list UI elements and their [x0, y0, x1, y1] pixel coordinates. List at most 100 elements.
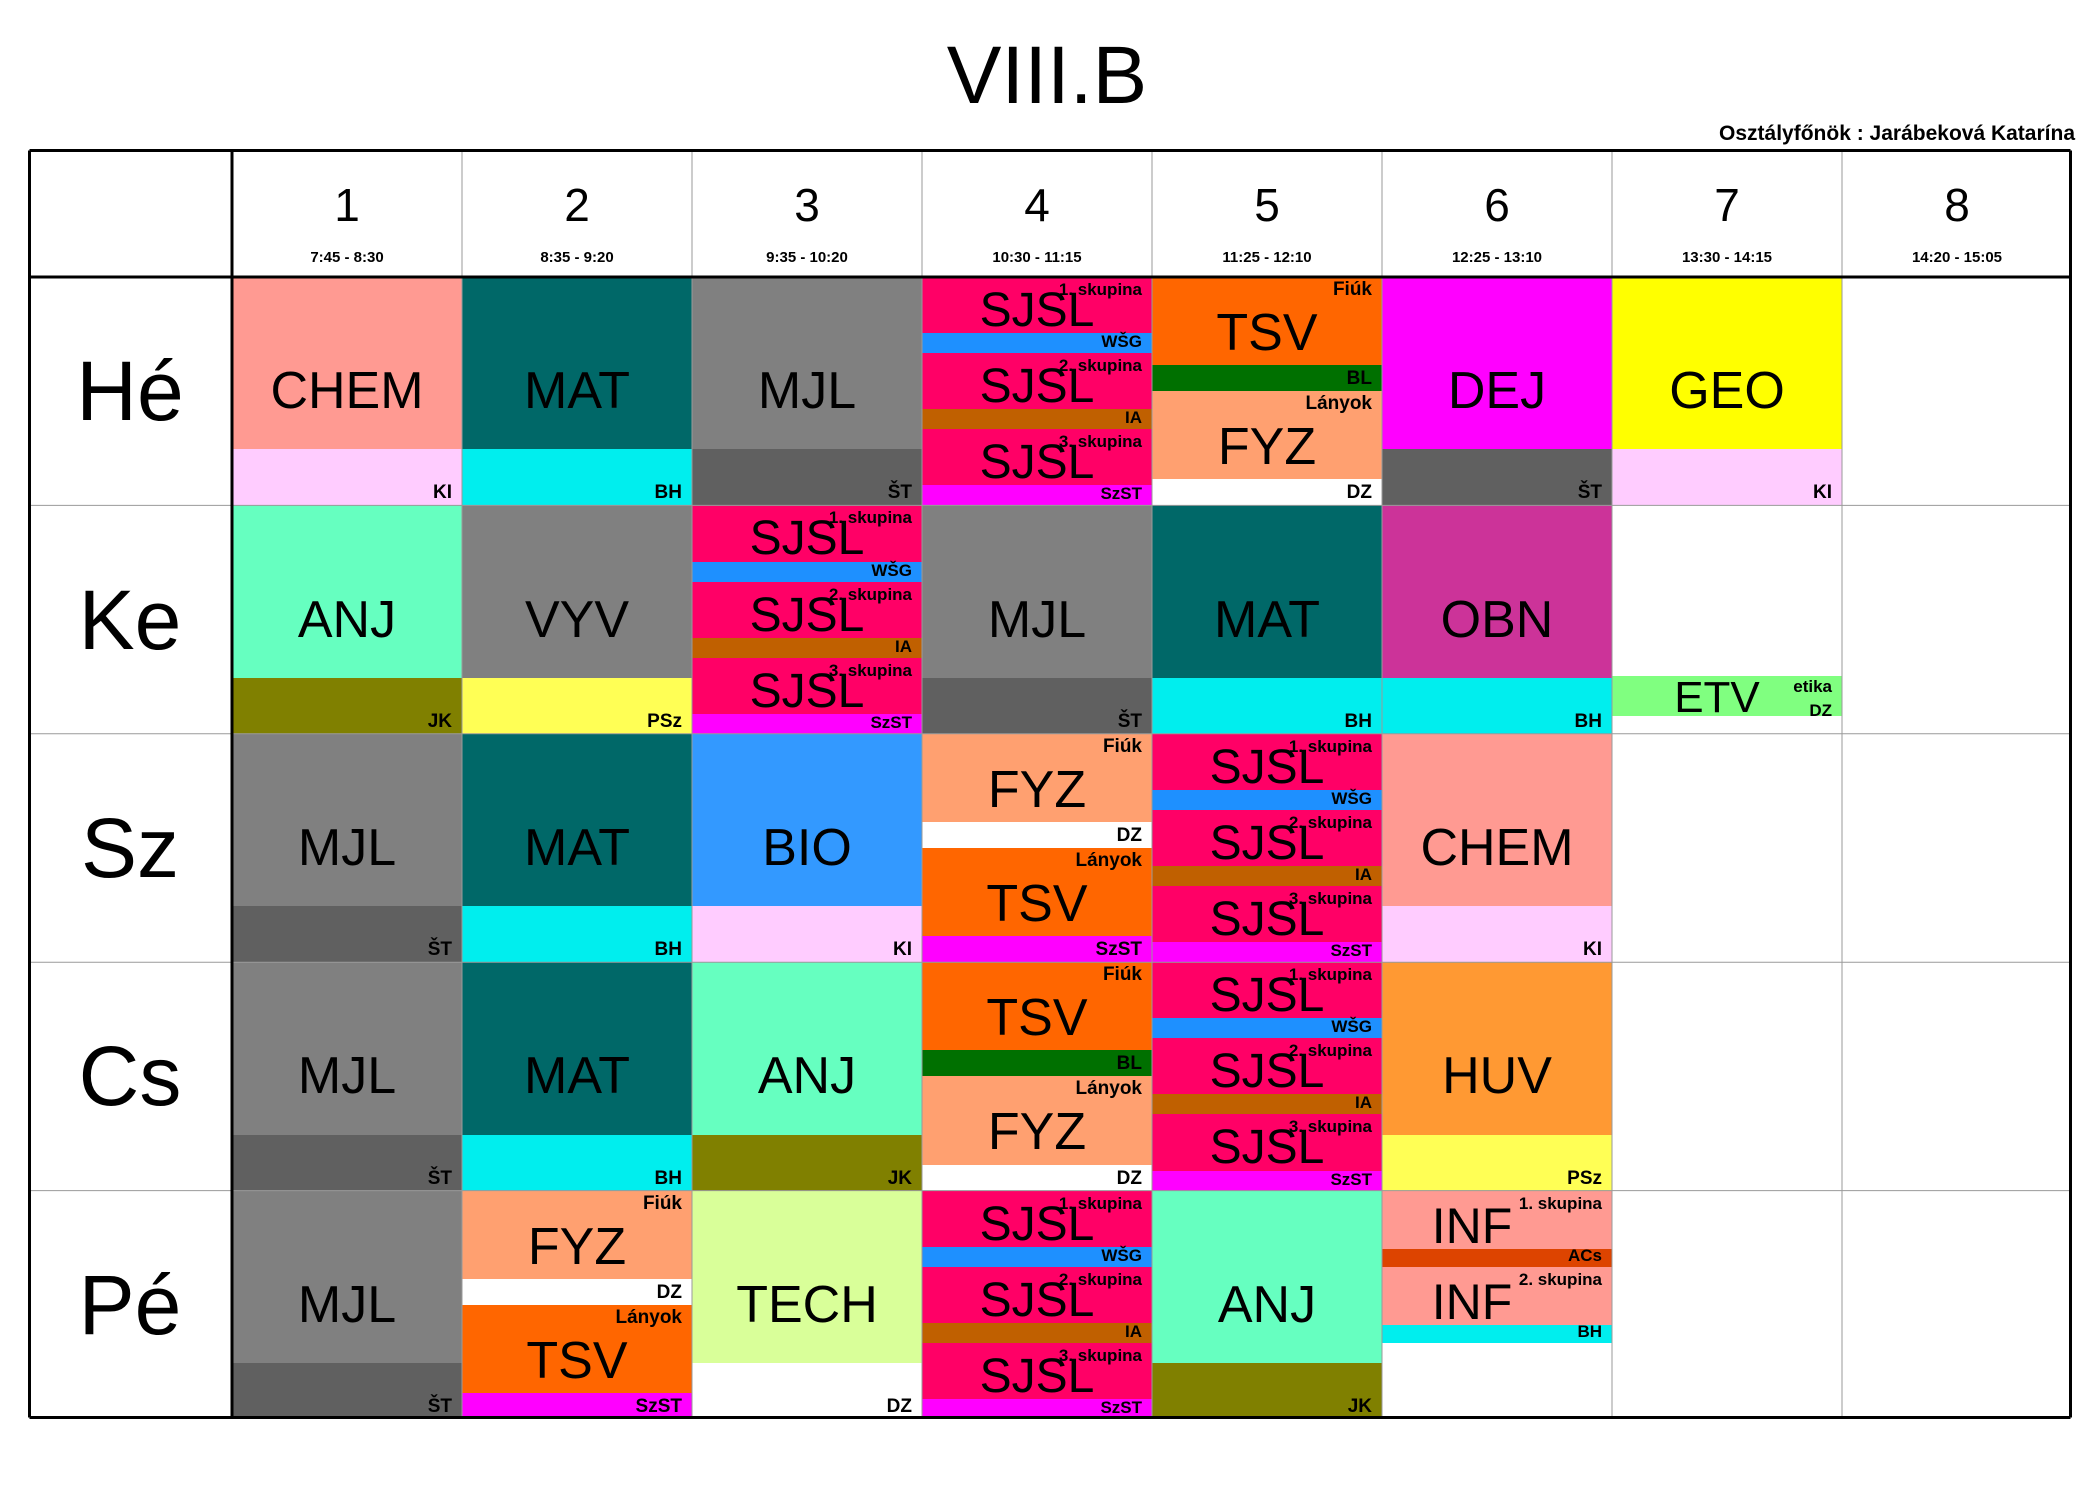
subject-name: FYZ: [987, 760, 1087, 819]
split-body: [462, 1190, 692, 1279]
subject-name: SJSL: [979, 284, 1095, 337]
lesson-cell: MAT BH: [462, 277, 692, 506]
lesson-cell: ANJ JK: [692, 962, 922, 1191]
timetable-grid: 1 7:45 - 8:30 2 8:35 - 9:20 3 9:35 - 10:20 4 10…: [28, 149, 2072, 1419]
group-label: 1. skupina: [1288, 736, 1372, 756]
teacher-code: ŠT: [427, 1167, 452, 1189]
group-bar: [922, 409, 1152, 430]
hour-time: 9:35 - 10:20: [766, 249, 848, 266]
hour-number: 1: [334, 179, 360, 231]
subject-name: SJSL: [749, 588, 865, 642]
subject-name: TECH: [736, 1275, 878, 1334]
group-label: Lányok: [615, 1306, 682, 1328]
subject-name: MAT: [524, 818, 630, 877]
teacher-code: BH: [1574, 710, 1602, 732]
subject-name: SJSL: [1209, 969, 1325, 1023]
group-label: 3. skupina: [1288, 889, 1372, 909]
group-block: SJSL 2. skupina IA: [1152, 809, 1382, 887]
group-label: 3. skupina: [828, 660, 912, 680]
subject-name: GEO: [1669, 362, 1785, 421]
hour-number: 4: [1024, 179, 1050, 231]
teacher-bar: [692, 906, 922, 963]
group-bar: [1152, 942, 1382, 963]
teacher-code: IA: [1355, 1093, 1372, 1113]
subject-name: INF: [1431, 1273, 1513, 1330]
teacher-code: WŠG: [1331, 1017, 1372, 1037]
hour-time: 8:35 - 9:20: [540, 249, 614, 266]
group-block: SJSL 2. skupina IA: [692, 581, 922, 658]
group-body: [1152, 1114, 1382, 1171]
group-bar: [692, 561, 922, 582]
split-body: [922, 847, 1152, 937]
group-block: SJSL 1. skupina WŠG: [1152, 733, 1382, 810]
subject-name: SJSL: [979, 1273, 1095, 1327]
subject-name: TSV: [526, 1331, 628, 1390]
subject-name: BIO: [762, 818, 852, 877]
hour-header-8: 8 14:20 - 15:05: [1842, 149, 2072, 277]
group-label: Fiúk: [1102, 735, 1142, 757]
day-row-label: Cs: [28, 962, 232, 1190]
subject-name: MAT: [1214, 590, 1320, 649]
group-bar: [1152, 1018, 1382, 1039]
group-body: [922, 429, 1152, 486]
lesson-cell: MJL ŠT: [692, 277, 922, 506]
teacher-code: WŠG: [1101, 1245, 1142, 1265]
subject-name: OBN: [1440, 590, 1554, 649]
subject-name: SJSL: [979, 360, 1095, 414]
day-label: Pé: [78, 1257, 182, 1352]
teacher-code: ŠT: [1117, 710, 1142, 732]
lesson-cell: SJSL 1. skupina WŠG SJSL 2. skupina IA SJSL 3. …: [922, 277, 1152, 506]
lesson-body: [1382, 733, 1612, 907]
teacher-code: WŠG: [1101, 332, 1142, 352]
split-bar: [922, 1050, 1152, 1077]
lesson-cell: MAT BH: [462, 962, 692, 1191]
lesson-cell: MJL ŠT: [232, 733, 462, 963]
day-label: Cs: [78, 1029, 182, 1124]
lesson-body: [462, 505, 692, 678]
group-body: [1152, 1038, 1382, 1095]
group-body: [922, 1342, 1152, 1399]
hour-header-6: 6 12:25 - 13:10: [1382, 149, 1612, 277]
subject-name: SJSL: [979, 1197, 1095, 1251]
teacher-bar: [462, 1134, 692, 1191]
split-bar: [462, 1392, 692, 1419]
teacher-bar: [922, 677, 1152, 734]
subject-name: ANJ: [297, 590, 397, 649]
lesson-body: [462, 733, 692, 907]
lesson-cell: ANJ JK: [232, 505, 462, 734]
split-bar: [922, 821, 1152, 848]
group-block: INF 1. skupina ACs: [1382, 1190, 1612, 1267]
day-row-label: Ke: [28, 505, 232, 733]
group-bar: [1382, 1324, 1612, 1343]
split-bar: [922, 936, 1152, 963]
teacher-code: BH: [654, 1167, 682, 1189]
teacher-bar: [692, 1134, 922, 1191]
split-body: [462, 1304, 692, 1393]
subject-name: DEJ: [1447, 362, 1547, 421]
group-block: SJSL 3. skupina SzST: [922, 429, 1152, 506]
teacher-bar: [1612, 449, 1842, 506]
split-bar: [462, 1278, 692, 1305]
subject-name: HUV: [1442, 1047, 1552, 1106]
teacher-code: KI: [1813, 482, 1832, 504]
subject-name: SJSL: [1209, 1045, 1325, 1099]
group-body: [1152, 962, 1382, 1019]
lesson-cell: MJL ŠT: [922, 505, 1152, 734]
group-label: 3. skupina: [1058, 432, 1142, 452]
group-bar: [922, 1322, 1152, 1343]
group-body: [922, 1266, 1152, 1323]
timetable-title: VIII.B: [946, 30, 1148, 121]
teacher-code: SzST: [870, 712, 912, 732]
subject-name: INF: [1431, 1197, 1513, 1254]
group-label: 2. skupina: [828, 584, 912, 604]
group-label: 1. skupina: [1058, 1193, 1142, 1213]
group-block: SJSL 2. skupina IA: [1152, 1038, 1382, 1115]
subject-name: SJSL: [749, 512, 865, 566]
hour-header-5: 5 11:25 - 12:10: [1152, 149, 1382, 277]
group-block: SJSL 1. skupina WŠG: [692, 505, 922, 582]
lesson-cell: ETV etika DZ: [1612, 505, 1842, 733]
group-label: 2. skupina: [1288, 1041, 1372, 1061]
subject-name: ANJ: [757, 1047, 857, 1106]
hour-header-1: 1 7:45 - 8:30: [232, 149, 462, 277]
subject-name: ANJ: [1217, 1275, 1317, 1334]
